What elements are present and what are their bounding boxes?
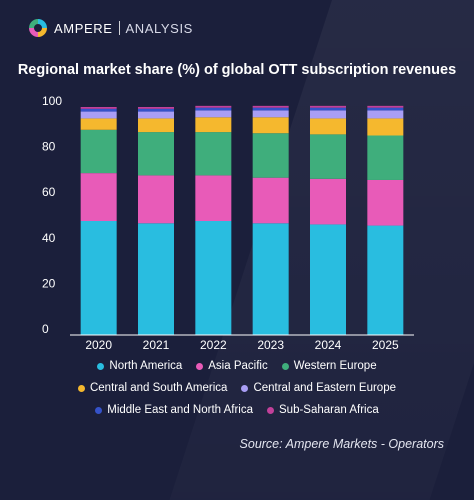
bar-segment — [252, 107, 289, 111]
bar-segment — [310, 118, 346, 135]
bar-segment — [195, 107, 232, 111]
bar-segment — [138, 175, 174, 224]
x-tick-label: 2025 — [372, 338, 399, 352]
legend-label: North America — [109, 360, 183, 372]
y-tick-label: 80 — [42, 140, 56, 154]
bar-segment — [367, 179, 404, 226]
bar-segment — [310, 105, 346, 108]
bar-segment — [195, 117, 232, 133]
brand-subtitle: ANALYSIS — [125, 20, 193, 36]
legend-item-central-south-america: Central and South America — [77, 382, 228, 394]
bar-segment — [367, 110, 404, 119]
bar-segment — [138, 108, 174, 112]
bar-segment — [195, 132, 232, 176]
bar-segment — [80, 129, 117, 174]
legend-label: Central and Eastern Europe — [253, 382, 396, 394]
bar-segment — [138, 223, 174, 335]
legend-item-central-eastern-europe: Central and Eastern Europe — [241, 382, 396, 394]
legend-item-north-america: North America — [97, 360, 182, 372]
bar-segment — [367, 105, 404, 108]
bar-segment — [138, 118, 174, 133]
bar-segment — [310, 107, 346, 111]
legend-label: Sub-Saharan Africa — [279, 404, 379, 416]
stacked-bar-chart: 0 20 40 60 80 100 2020 2021 2022 2023 2024 2025 — [42, 94, 414, 352]
bar-segment — [252, 133, 289, 178]
bar-segment — [252, 117, 289, 134]
bar-segment — [310, 134, 346, 179]
legend-dot — [97, 362, 105, 370]
legend-item-middle-east-north-africa: Middle East and North Africa — [95, 404, 253, 416]
bar-segment — [367, 135, 404, 180]
bar-segment — [195, 175, 232, 221]
x-tick-label: 2021 — [143, 338, 170, 352]
x-tick-label: 2024 — [315, 338, 342, 352]
legend-item-asia-pacific: Asia Pacific — [196, 360, 268, 372]
brand-name: AMPERE — [54, 20, 113, 36]
bar-segment — [80, 173, 117, 221]
bar-segment — [138, 111, 174, 119]
bar-segment — [310, 178, 346, 225]
bars — [80, 105, 404, 335]
legend-label: Western Europe — [293, 360, 377, 372]
legend-dot — [95, 406, 103, 414]
y-tick-label: 60 — [42, 185, 56, 199]
legend-row-2: Central and South America Central and Ea… — [0, 382, 474, 394]
bar-segment — [367, 107, 404, 111]
bar-segment — [367, 118, 404, 136]
bar-segment — [310, 224, 346, 335]
legend-dot — [77, 384, 85, 392]
x-tick-label: 2023 — [257, 338, 284, 352]
y-tick-label: 100 — [42, 94, 62, 108]
legend-dot — [267, 406, 274, 414]
legend-dot — [241, 384, 249, 392]
legend-dot — [281, 362, 289, 370]
bar-segment — [252, 177, 289, 224]
bar-segment — [252, 105, 289, 108]
legend-label: Middle East and North Africa — [107, 404, 253, 416]
bar-segment — [80, 107, 117, 109]
legend-dot — [196, 362, 204, 370]
bar-segment — [80, 118, 117, 130]
bar-segment — [80, 111, 117, 119]
bar-segment — [80, 108, 117, 112]
bar-segment — [252, 223, 289, 335]
legend-row-3: Middle East and North Africa Sub-Saharan… — [0, 404, 474, 416]
legend: North America Asia Pacific Western Europ… — [0, 360, 474, 426]
bar-segment — [367, 225, 404, 335]
brand-header: AMPERE ANALYSIS — [28, 18, 193, 38]
source-note: Source: Ampere Markets - Operators — [239, 437, 444, 451]
bar-segment — [138, 107, 174, 109]
legend-label: Asia Pacific — [208, 360, 268, 372]
y-tick-label: 40 — [42, 231, 56, 245]
ampere-logo-icon — [29, 19, 47, 37]
legend-item-sub-saharan-africa: Sub-Saharan Africa — [267, 404, 379, 416]
x-axis: 2020 2021 2022 2023 2024 2025 — [85, 338, 399, 352]
bar-segment — [195, 221, 232, 335]
x-tick-label: 2020 — [85, 338, 112, 352]
chart-title: Regional market share (%) of global OTT … — [17, 62, 457, 78]
y-axis: 0 20 40 60 80 100 — [42, 94, 62, 336]
bar-segment — [252, 110, 289, 118]
bar-segment — [80, 221, 117, 335]
x-tick-label: 2022 — [200, 338, 227, 352]
legend-row-1: North America Asia Pacific Western Europ… — [0, 360, 474, 372]
legend-label: Central and South America — [89, 382, 228, 394]
y-tick-label: 0 — [42, 322, 49, 336]
bar-segment — [195, 105, 232, 108]
bar-segment — [195, 110, 232, 118]
brand-divider — [118, 21, 120, 35]
bar-segment — [138, 132, 174, 176]
legend-item-western-europe: Western Europe — [281, 360, 377, 372]
bar-segment — [310, 110, 346, 119]
y-tick-label: 20 — [42, 276, 56, 290]
